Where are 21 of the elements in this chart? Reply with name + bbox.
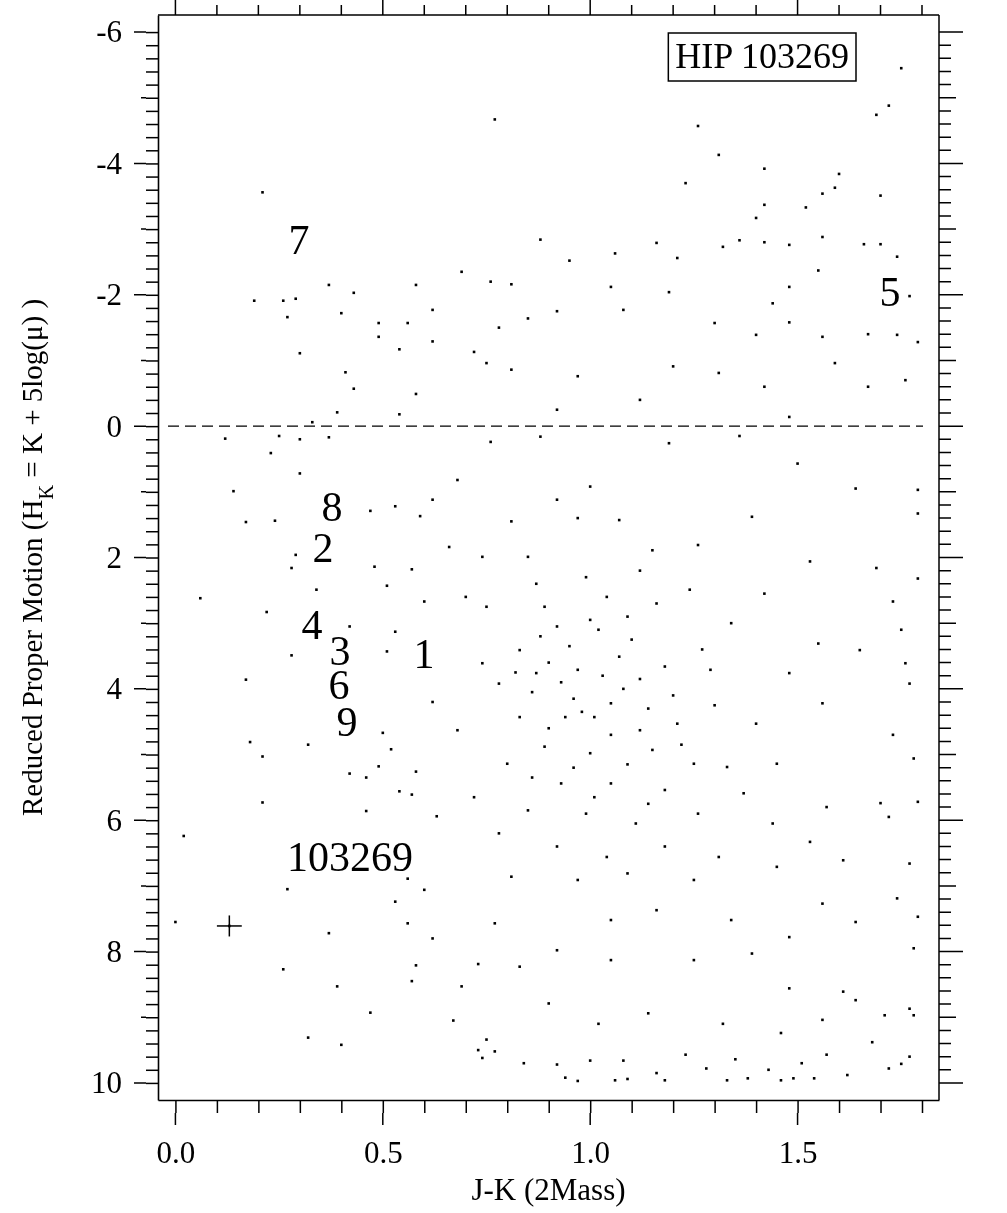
y-tick-label: -2 (96, 277, 122, 313)
x-axis-title: J-K (2Mass) (471, 1172, 626, 1207)
x-tick-label: 1.0 (571, 1135, 611, 1171)
annotation: 5 (879, 269, 901, 316)
y-tick-label: 2 (106, 539, 122, 575)
x-tick-label: 0.0 (156, 1135, 196, 1171)
y-tick-label: 8 (106, 933, 122, 969)
annotation: 103269 (287, 834, 413, 881)
y-tick-label: 4 (106, 671, 123, 707)
y-tick-label: -6 (96, 14, 122, 50)
annotation: 9 (336, 699, 358, 746)
annotation: 4 (301, 602, 323, 649)
y-tick-label: 0 (106, 408, 122, 444)
annotation: 7 (288, 217, 310, 264)
annotation: 1 (413, 631, 435, 678)
x-tick-label: 1.5 (778, 1135, 818, 1171)
y-tick-label: -4 (96, 145, 123, 181)
text: HIP 103269 (675, 36, 849, 76)
y-tick-label: 10 (91, 1065, 122, 1101)
x-tick-label: 0.5 (363, 1135, 403, 1171)
y-tick-label: 6 (106, 802, 122, 838)
